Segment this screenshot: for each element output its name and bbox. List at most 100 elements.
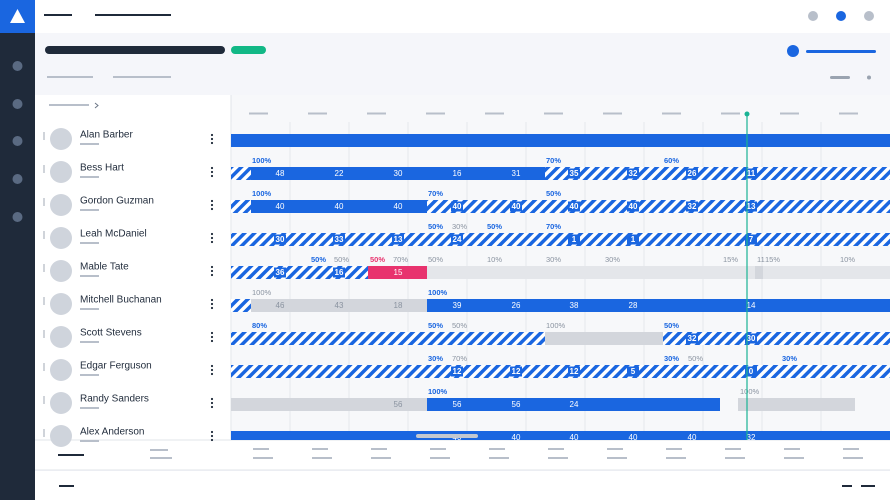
- nav-icon[interactable]: [12, 99, 23, 109]
- assignment-bar[interactable]: [231, 134, 890, 147]
- row-menu[interactable]: [210, 298, 214, 302]
- row-menu[interactable]: [210, 273, 214, 277]
- nav-icon[interactable]: [12, 61, 23, 71]
- row-menu[interactable]: [210, 203, 214, 207]
- row-menu[interactable]: [210, 306, 214, 310]
- assignment-bar[interactable]: [738, 398, 855, 411]
- row-menu[interactable]: [210, 166, 214, 170]
- assignment-bar[interactable]: [231, 266, 368, 279]
- assignment-bar[interactable]: [251, 200, 427, 213]
- nav-icon[interactable]: [12, 212, 23, 222]
- assignment-bar[interactable]: [231, 365, 890, 378]
- row-menu[interactable]: [210, 438, 214, 442]
- row-menu[interactable]: [210, 430, 214, 434]
- row-menu[interactable]: [210, 401, 214, 405]
- assignment-bar[interactable]: [368, 266, 427, 279]
- assignment-bar[interactable]: [545, 167, 890, 180]
- row-menu[interactable]: [210, 335, 214, 339]
- row-menu[interactable]: [210, 331, 214, 335]
- allocation-label: 50%: [452, 321, 467, 330]
- assignment-bar[interactable]: [231, 167, 251, 180]
- row-menu[interactable]: [210, 141, 214, 145]
- hours-label: 24: [570, 400, 579, 409]
- top-icon[interactable]: [836, 11, 846, 21]
- drag-handle[interactable]: [43, 297, 45, 305]
- tab[interactable]: [95, 14, 171, 16]
- column-header: [367, 112, 386, 115]
- assignment-bar[interactable]: [251, 167, 545, 180]
- user-dot[interactable]: [787, 45, 799, 57]
- row-menu[interactable]: [210, 368, 214, 372]
- hours-badge: [333, 234, 345, 245]
- nav-icon[interactable]: [12, 174, 23, 184]
- assignment-bar[interactable]: [231, 431, 890, 444]
- row-menu[interactable]: [210, 207, 214, 211]
- assignment-bar[interactable]: [231, 200, 251, 213]
- row-menu[interactable]: [210, 232, 214, 236]
- assignment-bar[interactable]: [755, 266, 763, 279]
- column-total: [430, 448, 446, 450]
- column-total: [548, 448, 564, 450]
- assignment-bar[interactable]: [231, 332, 545, 345]
- assignment-bar[interactable]: [545, 332, 663, 345]
- drag-handle[interactable]: [43, 330, 45, 338]
- sub-tab[interactable]: [113, 76, 171, 78]
- assignment-bar[interactable]: [427, 200, 890, 213]
- row-menu[interactable]: [210, 397, 214, 401]
- hours-label: 32: [629, 169, 638, 178]
- row-menu[interactable]: [210, 240, 214, 244]
- top-icon[interactable]: [864, 11, 874, 21]
- row-menu[interactable]: [210, 174, 214, 178]
- row-menu[interactable]: [210, 364, 214, 368]
- control[interactable]: [867, 75, 871, 80]
- row-menu[interactable]: [210, 236, 214, 240]
- assignment-bar[interactable]: [251, 299, 427, 312]
- scrollbar[interactable]: [416, 434, 478, 438]
- row-menu[interactable]: [210, 269, 214, 273]
- assignment-bar[interactable]: [663, 332, 890, 345]
- people-list: Alan Barber Bess Hart Gordon Guzman Leah Mc…: [43, 128, 214, 447]
- person-role: [80, 209, 99, 211]
- user-link[interactable]: [806, 50, 876, 53]
- hours-label: 40: [512, 433, 521, 442]
- assignment-bar[interactable]: [427, 266, 890, 279]
- assignment-bar[interactable]: [427, 299, 890, 312]
- top-icon[interactable]: [808, 11, 818, 21]
- column-header: [544, 112, 563, 115]
- row-menu[interactable]: [210, 170, 214, 174]
- assignment-bar[interactable]: [427, 398, 720, 411]
- assignment-bar[interactable]: [231, 398, 427, 411]
- drag-handle[interactable]: [43, 132, 45, 140]
- nav-icon[interactable]: [12, 136, 23, 146]
- row-menu[interactable]: [210, 434, 214, 438]
- column-total: [430, 457, 450, 459]
- sub-tab[interactable]: [47, 76, 93, 78]
- row-menu[interactable]: [210, 405, 214, 409]
- row-menu[interactable]: [210, 339, 214, 343]
- drag-handle[interactable]: [43, 165, 45, 173]
- column-total: [784, 448, 800, 450]
- allocation-label: 30%: [452, 222, 467, 231]
- hours-badge: [333, 267, 345, 278]
- drag-handle[interactable]: [43, 231, 45, 239]
- tab[interactable]: [44, 14, 72, 16]
- row-menu[interactable]: [210, 372, 214, 376]
- control[interactable]: [830, 76, 850, 79]
- drag-handle[interactable]: [43, 363, 45, 371]
- row-menu[interactable]: [210, 265, 214, 269]
- drag-handle[interactable]: [43, 198, 45, 206]
- drag-handle[interactable]: [43, 264, 45, 272]
- row-menu[interactable]: [210, 137, 214, 141]
- column-header: [839, 112, 858, 115]
- row-menu[interactable]: [210, 302, 214, 306]
- assignment-bar[interactable]: [231, 299, 251, 312]
- row-menu[interactable]: [210, 199, 214, 203]
- drag-handle[interactable]: [43, 429, 45, 437]
- expand-icon[interactable]: [94, 102, 99, 109]
- drag-handle[interactable]: [43, 396, 45, 404]
- row-menu[interactable]: [210, 133, 214, 137]
- bottom-control[interactable]: [59, 485, 74, 487]
- assignment-bar[interactable]: [231, 233, 890, 246]
- bottom-control[interactable]: [861, 485, 875, 487]
- bottom-control[interactable]: [842, 485, 852, 487]
